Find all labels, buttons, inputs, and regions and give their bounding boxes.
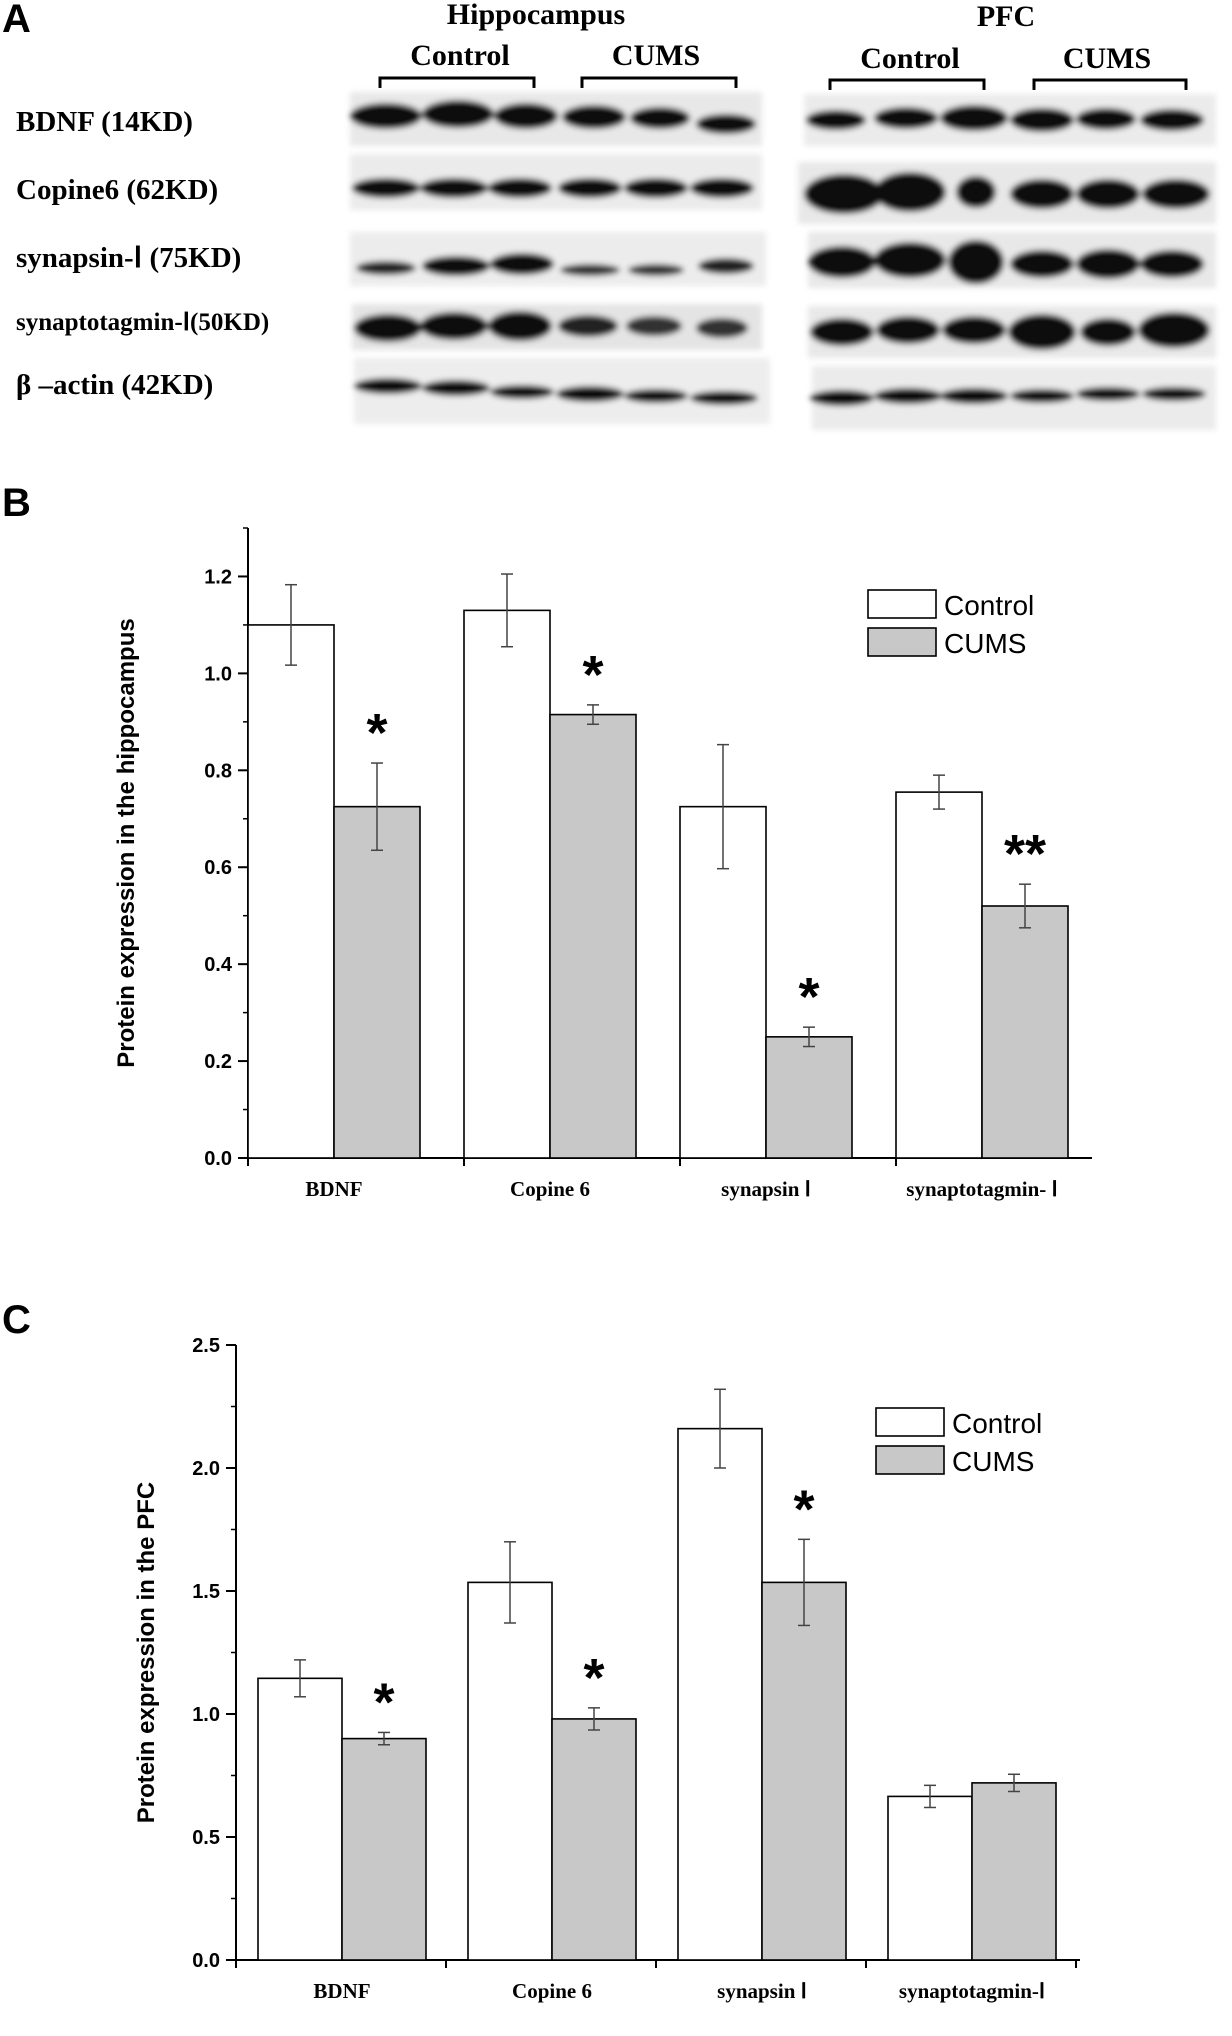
legend-label-control: Control [944,590,1034,621]
bar-cums-2 [765,1036,853,1159]
y-tick-label: 0.5 [192,1827,220,1849]
blot-strips [350,92,1216,430]
x-category-label: BDNF [305,1177,362,1201]
bar-cums-1 [549,713,637,1159]
bar-control-2 [677,1427,763,1961]
blot-label-synapsin: synapsin-Ⅰ (75KD) [16,242,241,274]
blot-label-copine6: Copine6 (62KD) [16,174,218,206]
y-tick-label: 0.4 [204,954,233,976]
panel-b-letter: B [2,481,31,525]
bar-cums-2 [761,1581,847,1961]
bar-control-1 [467,1581,553,1961]
pfc-bar-chart: C 0.0 0.5 1.0 1.5 2.0 2.5 Protein expression in… [2,1298,1080,2003]
y-tick-label: 0.0 [204,1148,232,1170]
hippocampus-cums-bracket [580,76,738,88]
blot-label-bdnf: BDNF (14KD) [16,106,193,138]
bar-control-0 [247,624,335,1159]
x-category-label: Copine 6 [512,1979,592,2003]
x-category-label: synaptotagmin-Ⅰ [899,1979,1045,2003]
hippocampus-control-bracket [378,76,536,88]
bar-cums-3 [971,1782,1057,1961]
blot-label-synaptotagmin: synaptotagmin-Ⅰ(50KD) [16,309,269,336]
y-tick-label: 1.0 [204,663,232,685]
y-tick-label: 1.5 [192,1581,220,1603]
hippocampus-bar-chart: B 0.0 0.2 0.4 0.6 0.8 1.0 1.2 Protein expression… [2,481,1092,1201]
pfc-control-label: Control [860,42,959,75]
panel-a-letter: A [2,0,31,41]
significance-marker: * [793,1479,814,1539]
significance-marker: * [366,703,387,763]
bar-cums-0 [333,805,421,1159]
y-tick-label: 1.0 [192,1704,220,1726]
legend-swatch-cums [867,627,937,657]
y-tick-label: 0.2 [204,1051,232,1073]
legend-label-cums: CUMS [944,628,1026,659]
y-tick-label: 0.0 [192,1950,220,1972]
y-axis-label: Protein expression in the hippocampus [113,618,140,1067]
pfc-header: PFC [977,0,1035,33]
significance-marker: * [798,967,819,1027]
x-category-label: synaptotagmin- Ⅰ [906,1177,1057,1201]
y-tick-label: 0.8 [204,760,232,782]
hippocampus-cums-label: CUMS [612,39,700,72]
legend-label-cums: CUMS [952,1446,1034,1477]
legend-label-control: Control [952,1408,1042,1439]
bar-control-1 [463,609,551,1159]
x-category-label: BDNF [313,1979,370,2003]
y-tick-label: 2.5 [192,1335,220,1357]
bar-control-3 [887,1795,973,1961]
bar-control-3 [895,791,983,1159]
y-axis-label: Protein expression in the PFC [133,1482,160,1823]
hippocampus-control-label: Control [410,39,509,72]
significance-marker: ** [1004,824,1046,884]
legend-swatch-control [875,1407,945,1437]
bar-control-0 [257,1677,343,1961]
y-tick-label: 2.0 [192,1458,220,1480]
blot-label-actin: β –actin (42KD) [16,369,213,401]
pfc-cums-bracket [1032,78,1188,90]
x-category-label: synapsin Ⅰ [721,1177,811,1201]
significance-marker: * [582,645,603,705]
bar-cums-1 [551,1718,637,1961]
hippocampus-header: Hippocampus [447,0,625,31]
significance-marker: * [373,1672,394,1732]
significance-marker: * [583,1648,604,1708]
y-tick-label: 1.2 [204,566,232,588]
y-tick-label: 0.6 [204,857,232,879]
pfc-cums-label: CUMS [1063,42,1151,75]
bar-cums-0 [341,1737,427,1961]
western-blot-panel: A Hippocampus PFC Control CUMS Control C… [2,0,1216,430]
legend-swatch-cums [875,1445,945,1475]
x-category-label: synapsin Ⅰ [717,1979,807,2003]
bar-cums-3 [981,905,1069,1159]
legend-swatch-control [867,589,937,619]
pfc-control-bracket [828,78,986,90]
panel-c-letter: C [2,1298,31,1342]
x-category-label: Copine 6 [510,1177,590,1201]
